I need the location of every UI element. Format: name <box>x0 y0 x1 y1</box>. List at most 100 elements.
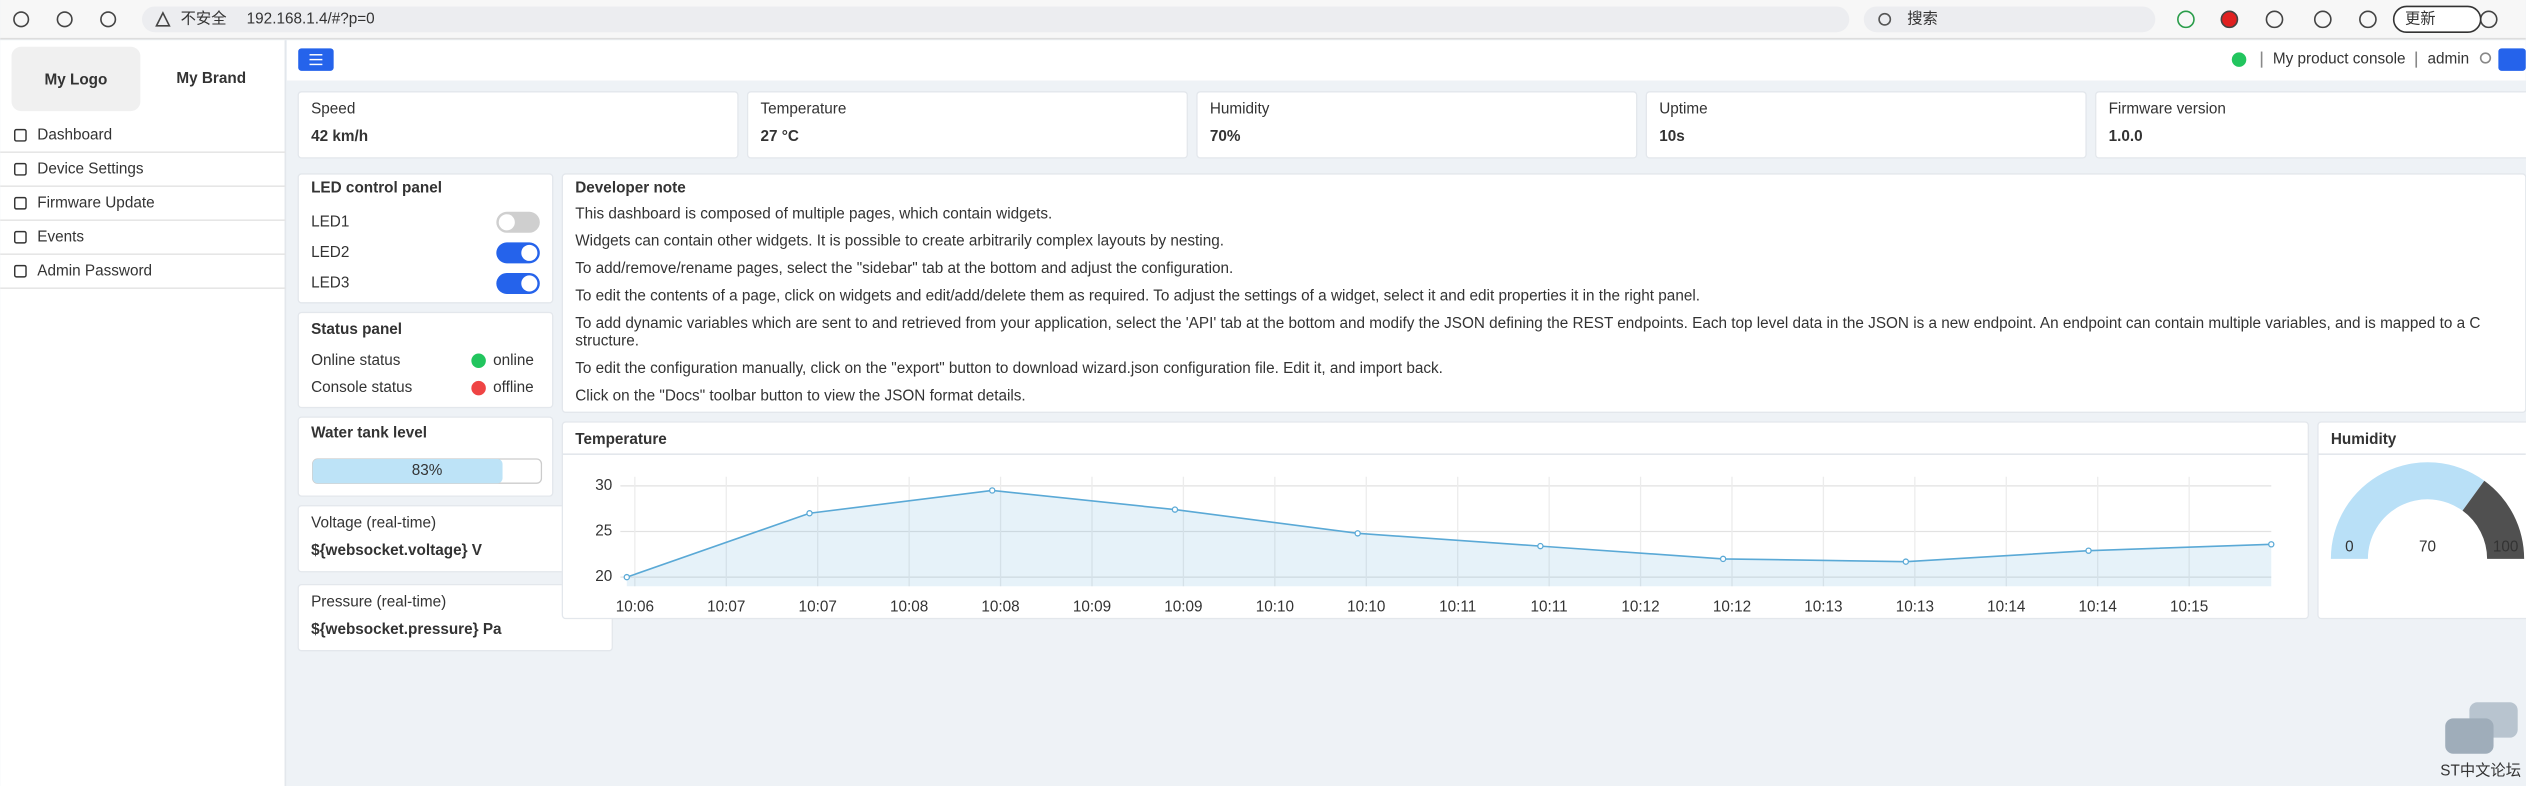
menu-item[interactable]: Events <box>37 228 84 245</box>
x-tick-label: 10:09 <box>1073 598 1111 615</box>
toolbar-icon[interactable] <box>2220 10 2239 29</box>
gauge-rest <box>2462 480 2525 559</box>
warning-icon <box>155 11 171 27</box>
stat-label: Speed <box>311 101 355 118</box>
realtime-value: ${websocket.pressure} Pa <box>311 621 502 638</box>
line <box>626 489 2272 578</box>
reload-button[interactable] <box>56 11 73 28</box>
update-button[interactable] <box>2392 5 2482 34</box>
y-tick-label: 30 <box>595 477 612 494</box>
note-line: To edit the configuration manually, clic… <box>575 360 1443 377</box>
gauge-value: 70 <box>2419 539 2436 556</box>
gauge-min: 0 <box>2345 539 2354 556</box>
toggle-knob <box>521 275 538 292</box>
x-tick-label: 10:14 <box>1987 598 2026 615</box>
point <box>1537 542 1544 550</box>
search-label: 搜索 <box>1907 10 1938 27</box>
menu-item[interactable]: Dashboard <box>37 126 112 143</box>
stat-value: 42 km/h <box>311 128 368 145</box>
x-tick-label: 10:08 <box>890 598 928 615</box>
logout-button[interactable] <box>2498 48 2526 71</box>
progress-fill <box>312 459 503 484</box>
y-tick-label: 20 <box>595 568 612 585</box>
note-line: To edit the contents of a page, click on… <box>575 287 1700 304</box>
address-bar[interactable] <box>141 6 1850 33</box>
toolbar-icon[interactable] <box>2265 10 2284 29</box>
point <box>2085 547 2092 554</box>
led-label: LED2 <box>311 244 349 261</box>
user-name: admin <box>2428 51 2470 68</box>
toolbar-icon[interactable] <box>2359 10 2377 29</box>
gauge-max: 100 <box>2493 539 2519 556</box>
panel-title: Water tank level <box>311 424 427 441</box>
update-label: 更新 <box>2405 10 2436 27</box>
console-link[interactable]: My product console <box>2273 51 2406 68</box>
menu-item[interactable]: Admin Password <box>37 262 152 279</box>
note-line: Widgets can contain other widgets. It is… <box>575 233 1224 250</box>
status-label: Online status <box>311 352 401 369</box>
logo: My Logo <box>45 72 108 89</box>
x-tick-label: 10:07 <box>799 598 837 615</box>
home-button[interactable] <box>100 11 117 28</box>
led-panel <box>297 173 554 304</box>
x-tick-label: 10:10 <box>1256 598 1294 615</box>
header <box>286 40 2526 81</box>
stat-value: 1.0.0 <box>2109 128 2143 145</box>
stat-label: Firmware version <box>2109 101 2226 118</box>
toolbar-icon[interactable] <box>2313 10 2332 29</box>
logo-box <box>11 46 141 112</box>
area <box>626 490 2272 587</box>
watermark-bubble <box>2445 718 2494 754</box>
point <box>1902 558 1910 565</box>
user-icon <box>2479 52 2492 64</box>
connection-indicator <box>2231 52 2247 67</box>
note-line: Click on the "Docs" toolbar button to vi… <box>575 387 1025 404</box>
led-label: LED1 <box>311 213 349 230</box>
gauge-fill <box>2330 462 2485 559</box>
sidebar <box>0 40 286 786</box>
point <box>2268 541 2275 548</box>
point <box>1354 530 1361 537</box>
stat-label: Temperature <box>760 101 846 118</box>
x-tick-label: 10:10 <box>1347 598 1385 615</box>
back-button[interactable] <box>13 11 30 28</box>
point <box>989 487 996 494</box>
menu-item[interactable]: Firmware Update <box>37 194 154 211</box>
toolbar-icon[interactable] <box>2177 10 2195 29</box>
chart-title: Humidity <box>2331 431 2397 448</box>
menu-icon <box>14 196 27 210</box>
menu-item[interactable]: Device Settings <box>37 160 144 177</box>
status-panel <box>297 311 554 409</box>
menu-icon <box>14 162 27 176</box>
led-label: LED3 <box>311 275 349 292</box>
toggle-knob <box>521 244 538 261</box>
point <box>623 573 631 581</box>
x-tick-label: 10:13 <box>1804 598 1842 615</box>
status-value: online <box>493 352 534 369</box>
note-line: To add/remove/rename pages, select the "… <box>575 260 1233 277</box>
note-line: structure. <box>575 333 639 350</box>
stat-card <box>746 91 1188 159</box>
toggle-knob <box>498 214 515 231</box>
point <box>806 510 813 517</box>
stat-card <box>2095 91 2526 159</box>
stat-card <box>1645 91 2087 159</box>
chart-panel <box>561 421 2309 620</box>
x-tick-label: 10:15 <box>2170 598 2208 615</box>
realtime-value: ${websocket.voltage} V <box>311 542 483 559</box>
stat-value: 10s <box>1659 128 1685 145</box>
x-tick-label: 10:08 <box>981 598 1019 615</box>
chart-title: Temperature <box>575 431 667 448</box>
search-box[interactable] <box>1863 6 2156 33</box>
status-label: Console status <box>311 379 413 396</box>
x-tick-label: 10:11 <box>1439 598 1476 615</box>
x-tick-label: 10:13 <box>1896 598 1934 615</box>
realtime-label: Pressure (real-time) <box>311 593 446 610</box>
x-tick-label: 10:14 <box>2079 598 2118 615</box>
x-tick-label: 10:07 <box>707 598 745 615</box>
menu-icon <box>14 128 27 142</box>
watermark: ST中文论坛 <box>2440 763 2521 780</box>
stat-value: 70% <box>1210 128 1241 145</box>
gauge-panel <box>2317 421 2526 620</box>
